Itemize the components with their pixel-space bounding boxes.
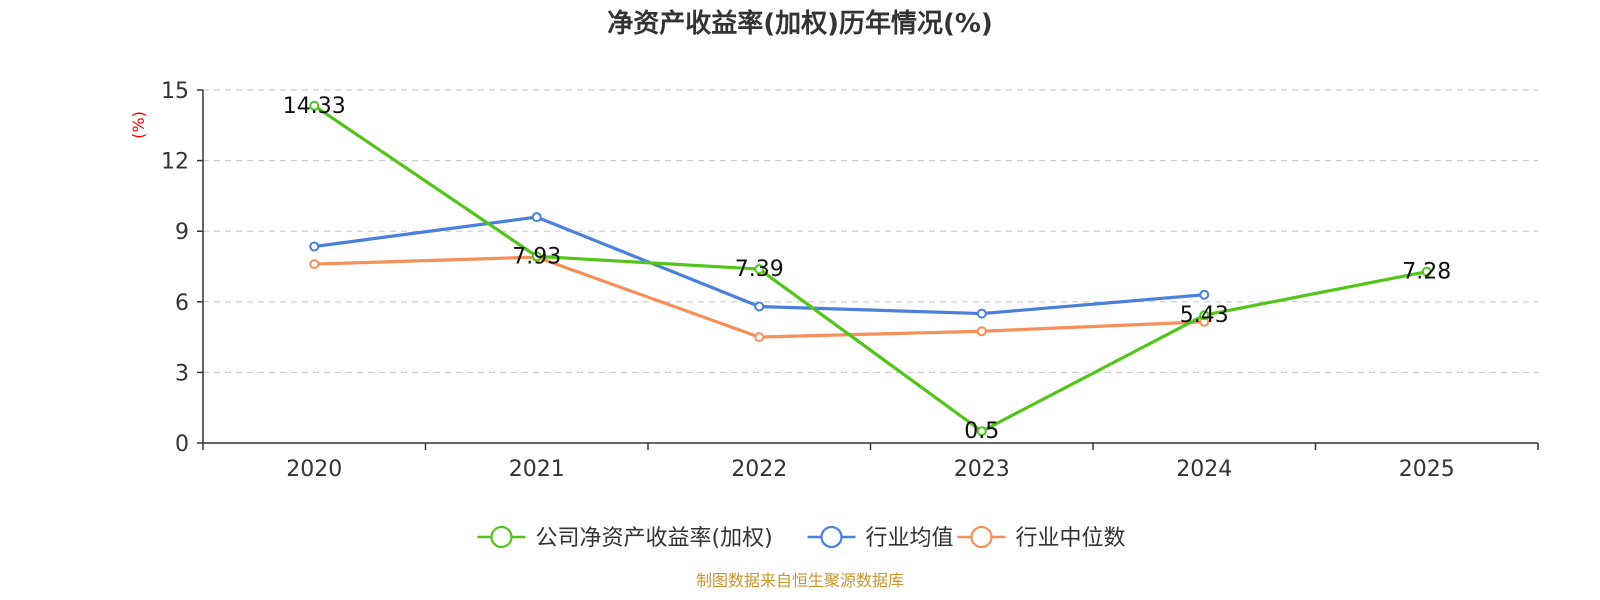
legend-item-1[interactable]: 行业均值 xyxy=(807,525,954,551)
series-1-point-2020 xyxy=(309,241,320,252)
y-tick-label-15: 15 xyxy=(161,79,189,104)
x-tick-label-2023: 2023 xyxy=(954,457,1010,482)
x-tick-label-2020: 2020 xyxy=(286,457,342,482)
legend-marker-icon-1 xyxy=(820,525,843,549)
data-label-2021: 7.93 xyxy=(512,244,561,269)
data-label-2025: 7.28 xyxy=(1402,260,1451,285)
source-note: 制图数据来自恒生聚源数据库 xyxy=(696,571,904,590)
series-1-point-2024 xyxy=(1199,289,1210,300)
legend-marker-icon-0 xyxy=(490,525,513,549)
x-tick-label-2024: 2024 xyxy=(1176,457,1232,482)
data-label-2024: 5.43 xyxy=(1180,303,1229,328)
series-1-point-2022 xyxy=(754,301,765,312)
y-tick-label-9: 9 xyxy=(175,220,189,245)
series-1-point-2021 xyxy=(531,212,542,223)
x-tick-label-2025: 2025 xyxy=(1399,457,1455,482)
data-label-2023: 0.5 xyxy=(964,419,999,444)
series-2-point-2020 xyxy=(309,259,320,270)
series-2-point-2023 xyxy=(976,326,987,337)
legend-item-2[interactable]: 行业中位数 xyxy=(957,525,1126,551)
series-0-point-2021 xyxy=(531,251,542,262)
chart-title: 净资产收益率(加权)历年情况(%) xyxy=(607,8,993,39)
series-lines xyxy=(309,100,1432,437)
series-0-point-2022 xyxy=(754,264,765,275)
data-labels: 14.33 7.93 7.39 0.5 5.43 7.28 xyxy=(283,94,1451,444)
data-label-2022: 7.39 xyxy=(735,257,784,282)
series-0 xyxy=(309,100,1432,437)
legend-label-0: 公司净资产收益率(加权) xyxy=(536,526,773,551)
series-0-point-2025 xyxy=(1421,266,1432,277)
y-tick-label-0: 0 xyxy=(175,432,189,457)
y-axis-label: (%) xyxy=(129,111,148,139)
x-tick-label-2021: 2021 xyxy=(509,457,565,482)
legend-label-2: 行业中位数 xyxy=(1016,526,1126,551)
axes: 0 3 6 9 12 15 2020 2021 2022 2023 2024 2025 xyxy=(161,79,1539,482)
legend-marker-icon-2 xyxy=(970,525,993,549)
series-0-point-2024 xyxy=(1199,310,1210,321)
data-label-2020: 14.33 xyxy=(283,94,346,119)
y-tick-label-3: 3 xyxy=(175,361,189,386)
legend-label-1: 行业均值 xyxy=(866,526,954,551)
series-0-point-2023 xyxy=(976,426,987,437)
series-2-point-2022 xyxy=(754,332,765,343)
legend[interactable]: 公司净资产收益率(加权) 行业均值 行业中位数 xyxy=(477,525,1126,551)
grid-lines xyxy=(203,89,1538,373)
series-line-0 xyxy=(313,104,1428,433)
series-1 xyxy=(309,212,1210,319)
y-tick-label-12: 12 xyxy=(161,150,189,175)
series-1-point-2023 xyxy=(976,308,987,319)
x-tick-label-2022: 2022 xyxy=(731,457,787,482)
series-0-point-2020 xyxy=(309,100,320,111)
y-tick-label-6: 6 xyxy=(175,291,189,316)
legend-item-0[interactable]: 公司净资产收益率(加权) xyxy=(477,525,773,551)
